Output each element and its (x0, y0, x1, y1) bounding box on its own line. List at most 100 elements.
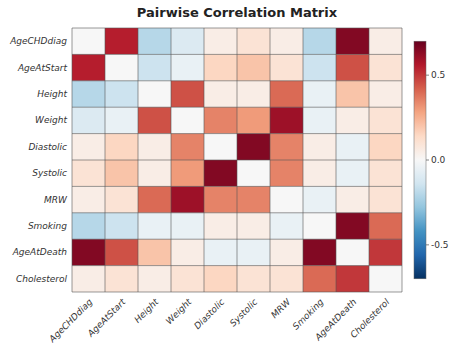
x-tick-label: AgeCHDdiag (46, 297, 94, 345)
y-tick-label: Diastolic (28, 142, 67, 152)
cell (237, 134, 270, 160)
cell (204, 160, 237, 186)
cell (303, 239, 336, 265)
cell (303, 266, 336, 292)
cell (138, 239, 171, 265)
cell (237, 107, 270, 133)
cell (204, 213, 237, 239)
cell (72, 160, 105, 186)
cell (72, 107, 105, 133)
cell (105, 81, 138, 107)
cell (270, 81, 303, 107)
cell (204, 28, 237, 54)
cell (369, 186, 402, 212)
x-tick-label: Cholesterol (348, 297, 391, 340)
cell (336, 266, 369, 292)
cell (171, 266, 204, 292)
cell (105, 239, 138, 265)
colorbar-tick (426, 244, 429, 245)
cell (369, 54, 402, 80)
title: Pairwise Correlation Matrix (137, 5, 338, 20)
cell (336, 160, 369, 186)
cell (72, 81, 105, 107)
cell-border (402, 28, 403, 292)
cell (369, 213, 402, 239)
cell (171, 107, 204, 133)
cell (204, 81, 237, 107)
cell (204, 186, 237, 212)
cell (237, 213, 270, 239)
cell (336, 239, 369, 265)
cell (72, 239, 105, 265)
cell (369, 134, 402, 160)
x-tick-label: Smoking (291, 297, 326, 332)
cell (171, 54, 204, 80)
cell (270, 213, 303, 239)
cell (237, 81, 270, 107)
y-tick-label: MRW (44, 195, 68, 205)
cell (72, 28, 105, 54)
cell (171, 186, 204, 212)
cell (138, 54, 171, 80)
cell-border (369, 28, 370, 292)
plot-background (72, 28, 402, 292)
cell-border (72, 212, 402, 213)
cell (303, 81, 336, 107)
cell (270, 266, 303, 292)
cell (204, 239, 237, 265)
cell (237, 186, 270, 212)
cell (336, 28, 369, 54)
cell (270, 186, 303, 212)
cell (237, 28, 270, 54)
cell (204, 54, 237, 80)
cell (105, 213, 138, 239)
x-tick-label: Systolic (228, 297, 260, 329)
cell (369, 266, 402, 292)
y-tick-label: Height (37, 89, 67, 99)
cell (72, 186, 105, 212)
cell (336, 186, 369, 212)
x-tick-label: MRW (269, 296, 293, 320)
colorbar-tick (426, 75, 429, 76)
cell (237, 266, 270, 292)
cell (204, 134, 237, 160)
cell (303, 186, 336, 212)
cell (270, 239, 303, 265)
cell (270, 107, 303, 133)
chart: Pairwise Correlation Matrix AgeCHDdiagAge… (0, 0, 474, 355)
cell (138, 28, 171, 54)
cell (303, 28, 336, 54)
cell (204, 266, 237, 292)
x-tick-label: AgeAtStart (85, 297, 128, 340)
cell (369, 81, 402, 107)
cell (369, 160, 402, 186)
cell (270, 160, 303, 186)
cell (237, 160, 270, 186)
cell (138, 266, 171, 292)
cell (72, 213, 105, 239)
cell (105, 266, 138, 292)
cell (138, 134, 171, 160)
cell (171, 213, 204, 239)
cell (138, 186, 171, 212)
x-tick-label: Diastolic (192, 297, 226, 331)
cell (369, 107, 402, 133)
cell-border (270, 28, 271, 292)
cell (303, 134, 336, 160)
cell (336, 107, 369, 133)
cell (138, 107, 171, 133)
cell (336, 54, 369, 80)
cell (171, 28, 204, 54)
cell (369, 239, 402, 265)
cell-border (72, 239, 402, 240)
cell (72, 134, 105, 160)
cell (105, 107, 138, 133)
cell (270, 28, 303, 54)
cell (204, 107, 237, 133)
cell (270, 54, 303, 80)
cell (72, 54, 105, 80)
cell (105, 160, 138, 186)
cell (336, 81, 369, 107)
y-tick-label: Weight (35, 115, 67, 125)
cell-border (72, 265, 402, 266)
